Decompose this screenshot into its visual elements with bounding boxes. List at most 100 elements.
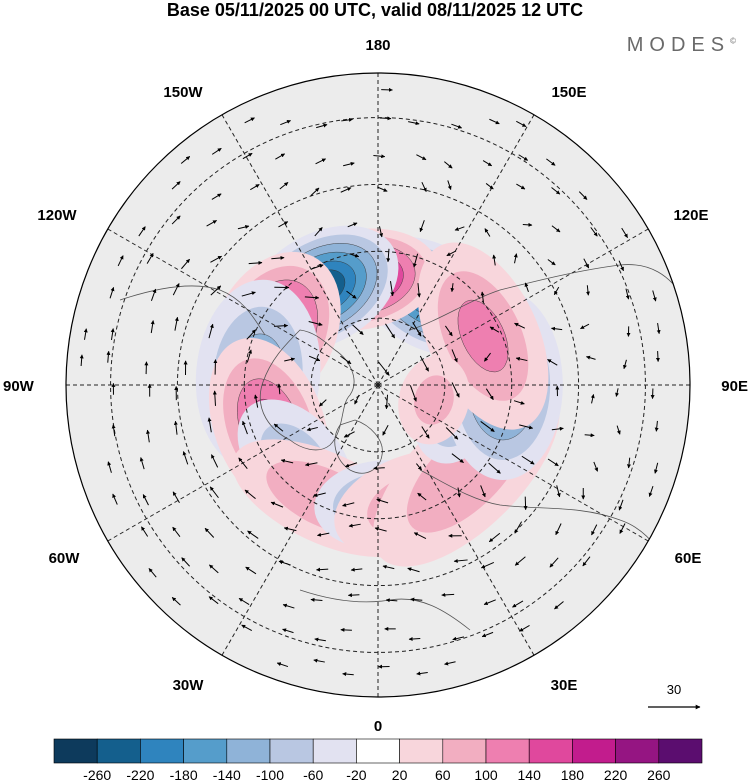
wind-arrow [408,121,420,126]
wind-arrow [489,118,500,125]
wind-arrow [626,457,631,469]
wind-arrow [373,466,385,471]
colorbar-swatch [442,738,487,764]
colorbar-swatch [356,738,400,764]
lon-label-120w: 120W [37,207,77,224]
wind-arrow [373,154,386,159]
wind-arrow [241,624,253,631]
wind-arrow [450,283,455,293]
lon-label-60e: 60E [675,550,702,567]
wind-arrow [238,597,250,605]
wind-arrow [279,182,289,190]
wind-arrow [513,400,525,405]
wind-arrow [488,462,501,474]
wind-arrow [551,187,561,195]
wind-arrow [551,426,564,431]
wind-arrow [318,399,327,407]
wind-arrow [444,161,453,169]
wind-arrow [419,220,425,233]
wind-arrow [210,255,222,263]
wind-arrow [421,181,427,193]
colorbar-swatch [615,738,660,764]
wind-arrow [382,564,395,570]
wind-arrow [412,321,422,337]
wind-arrow [342,672,354,677]
wind-arrow [110,328,115,341]
wind-arrow [447,180,452,190]
wind-arrow [416,154,427,161]
colorbar-tick-label: 260 [647,767,671,783]
wind-arrow [481,631,494,638]
coastline-siberia [409,264,686,331]
wind-arrow [489,326,500,333]
wind-arrow [173,420,178,435]
wind-arrow [413,532,427,539]
wind-arrow [241,291,256,297]
wind-arrow [379,226,384,238]
wind-arrow [653,462,659,474]
wind-arrow [522,222,533,227]
wind-arrow [389,281,395,297]
wind-arrow [79,354,84,367]
wind-arrow [546,158,556,166]
wind-arrow [584,433,595,438]
wind-arrow [278,560,291,566]
colorbar-swatch [140,738,184,764]
colorbar-tick-label: -260 [83,767,111,783]
wind-arrow [551,326,563,331]
wind-arrow [417,283,421,298]
wind-arrow [172,491,180,503]
wind-arrow [407,567,420,573]
wind-arrow [276,662,289,668]
high-75e-contour-60 [414,375,454,425]
wind-arrow [283,526,297,532]
wind-arrow [142,494,149,506]
wind-arrow [556,485,561,498]
wind-arrow [488,532,501,543]
map-title: Base 05/11/2025 00 UTC, valid 08/11/2025… [166,0,584,20]
wind-arrow [138,226,146,237]
wind-arrow [585,285,590,296]
modes-logo: MODES© [627,34,736,57]
wind-arrow [480,561,495,569]
wind-arrow [340,187,352,193]
wind-arrow [518,154,529,161]
wind-arrow [316,567,329,572]
colorbar-swatch [183,738,228,764]
wind-arrow [451,382,460,398]
wind-arrow [310,187,320,197]
wind-arrow [480,485,486,498]
wind-arrow [379,116,392,121]
wind-arrow [171,597,181,606]
wind-arrow [352,324,364,336]
colorbar-tick-label: -180 [170,767,198,783]
wind-arrow [547,458,559,467]
wind-arrow [238,457,248,470]
wind-arrow [618,260,624,272]
wind-arrow [212,390,217,406]
lon-label-150w: 150W [163,84,203,101]
wind-arrow [109,286,115,299]
wind-arrow [208,323,214,339]
wind-arrow [516,120,527,128]
colorbar-tick-label: -20 [346,767,366,783]
wind-arrow [308,320,323,327]
wind-arrow [515,356,528,362]
lon-label-30e: 30E [551,677,578,694]
wind-arrow [139,457,145,470]
wind-arrow [306,426,318,432]
wind-arrow [385,323,396,339]
wind-arrow [421,426,430,439]
wind-arrow [348,523,361,528]
wind-arrow [593,461,599,472]
wind-arrow [172,283,180,296]
lon-label-0: 0 [374,718,382,735]
wind-arrow [554,601,564,610]
wind-arrow [280,458,294,464]
wind-arrow [454,226,465,231]
wind-arrow [590,227,598,237]
wind-arrow [553,286,560,296]
colorbar-tick-label: 140 [518,767,542,783]
wind-arrow [248,260,263,265]
coastline-alaska [119,285,266,336]
